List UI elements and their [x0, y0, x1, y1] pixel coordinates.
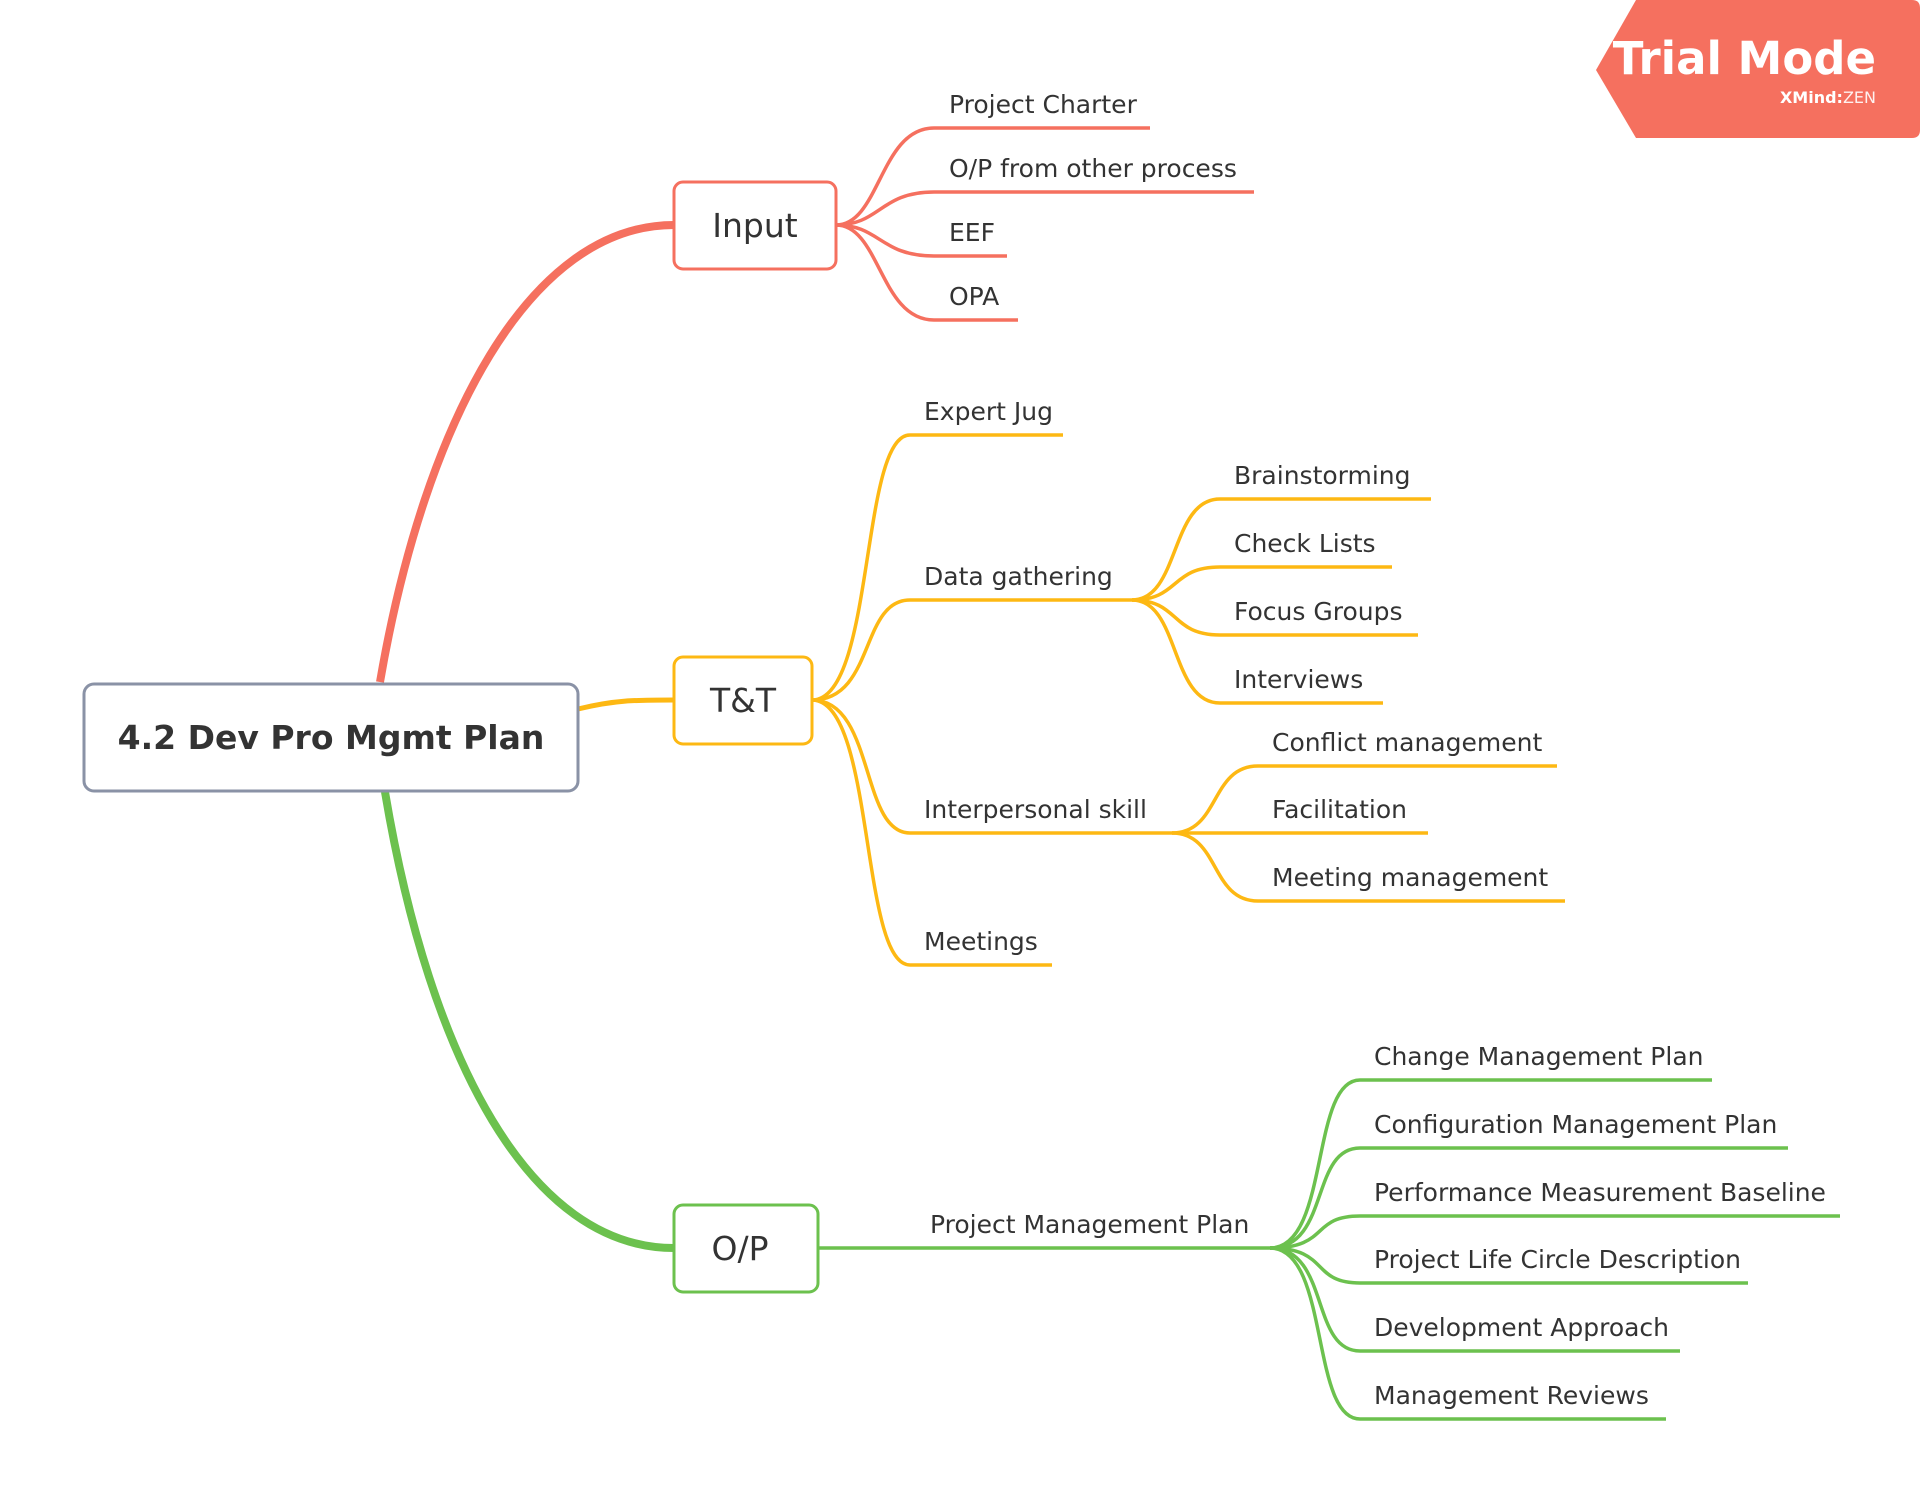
connector-dg-1 — [1131, 497, 1431, 602]
root-node[interactable]: 4.2 Dev Pro Mgmt Plan — [82, 682, 580, 793]
badge-brand-sep: : — [1837, 88, 1843, 107]
pmp-item[interactable]: Project Life Circle Description — [1374, 1245, 1741, 1274]
tt-label: T&T — [709, 681, 777, 720]
connector-pmp-5 — [1269, 1246, 1680, 1353]
badge-shape — [1596, 0, 1920, 138]
badge-brand-suffix: ZEN — [1843, 88, 1876, 107]
tt-data-gathering-item[interactable]: Data gathering — [924, 562, 1113, 591]
connector-tt-meetings — [811, 698, 1052, 967]
data-gathering-item[interactable]: Brainstorming — [1234, 461, 1411, 490]
connectors — [376, 126, 1840, 1421]
connector-dg-3 — [1131, 598, 1418, 637]
connector-root-op — [381, 791, 675, 1252]
connector-input-3 — [835, 223, 1007, 258]
input-item[interactable]: OPA — [949, 282, 999, 311]
connector-root-input — [376, 221, 675, 683]
interpersonal-item[interactable]: Facilitation — [1272, 795, 1407, 824]
badge-brand: XMind — [1780, 88, 1837, 107]
badge-brand-line: XMind:ZEN — [1780, 88, 1876, 107]
trial-mode-badge[interactable]: Trial Mode XMind:ZEN — [1596, 0, 1920, 138]
connector-ip-3 — [1171, 831, 1565, 903]
op-pmp-item[interactable]: Project Management Plan — [930, 1210, 1249, 1239]
connector-root-tt — [577, 697, 675, 712]
pmp-item[interactable]: Development Approach — [1374, 1313, 1669, 1342]
input-item[interactable]: O/P from other process — [949, 154, 1237, 183]
data-gathering-item[interactable]: Focus Groups — [1234, 597, 1402, 626]
input-item[interactable]: Project Charter — [949, 90, 1138, 119]
connector-pmp-3 — [1269, 1214, 1840, 1250]
connector-input-4 — [835, 223, 1018, 322]
connector-pmp-4 — [1269, 1246, 1748, 1285]
connector-pmp-1 — [1269, 1078, 1712, 1250]
badge-title: Trial Mode — [1613, 32, 1876, 85]
connector-tt-data — [811, 598, 1132, 702]
pmp-item[interactable]: Configuration Management Plan — [1374, 1110, 1777, 1139]
interpersonal-item[interactable]: Meeting management — [1272, 863, 1548, 892]
pmp-item[interactable]: Performance Measurement Baseline — [1374, 1178, 1826, 1207]
connector-dg-4 — [1131, 598, 1383, 705]
data-gathering-item[interactable]: Check Lists — [1234, 529, 1376, 558]
pmp-item[interactable]: Management Reviews — [1374, 1381, 1649, 1410]
op-label: O/P — [712, 1229, 769, 1268]
connector-pmp-6 — [1269, 1246, 1666, 1421]
connector-input-1 — [835, 126, 1150, 227]
root-label: 4.2 Dev Pro Mgmt Plan — [118, 718, 545, 757]
connector-ip-1 — [1171, 764, 1557, 835]
pmp-item[interactable]: Change Management Plan — [1374, 1042, 1703, 1071]
tt-expert-item[interactable]: Expert Jug — [924, 397, 1053, 426]
input-item[interactable]: EEF — [949, 218, 995, 247]
tt-node[interactable]: T&T — [672, 655, 814, 746]
connector-tt-expert — [811, 433, 1063, 702]
input-node[interactable]: Input — [672, 180, 838, 271]
data-gathering-item[interactable]: Interviews — [1234, 665, 1363, 694]
connector-input-2 — [835, 190, 1254, 227]
op-node[interactable]: O/P — [672, 1203, 820, 1294]
interpersonal-item[interactable]: Conflict management — [1272, 728, 1542, 757]
connector-pmp-2 — [1269, 1146, 1788, 1250]
connector-dg-2 — [1131, 565, 1392, 602]
tt-meetings-item[interactable]: Meetings — [924, 927, 1038, 956]
input-label: Input — [712, 206, 798, 245]
tt-interpersonal-item[interactable]: Interpersonal skill — [924, 795, 1147, 824]
connector-tt-interpersonal — [811, 698, 1172, 835]
